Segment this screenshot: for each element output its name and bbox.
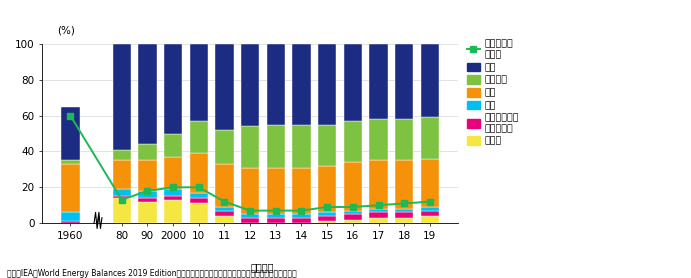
- Bar: [292, 218, 311, 223]
- Bar: [369, 44, 388, 119]
- Bar: [241, 218, 259, 223]
- Bar: [395, 218, 413, 223]
- Bar: [292, 168, 311, 214]
- Bar: [343, 220, 362, 223]
- Bar: [215, 207, 234, 211]
- Bar: [241, 168, 259, 214]
- Bar: [267, 214, 285, 218]
- Bar: [318, 216, 337, 221]
- Bar: [241, 44, 259, 126]
- Bar: [164, 44, 182, 134]
- Bar: [395, 44, 413, 119]
- Bar: [421, 44, 439, 118]
- Bar: [267, 125, 285, 168]
- Bar: [189, 193, 208, 198]
- Bar: [113, 196, 131, 198]
- Bar: [421, 207, 439, 211]
- Bar: [421, 159, 439, 207]
- Bar: [113, 44, 131, 150]
- Bar: [421, 118, 439, 159]
- Bar: [164, 196, 182, 200]
- Bar: [215, 216, 234, 223]
- Bar: [189, 44, 208, 121]
- Bar: [369, 209, 388, 212]
- Bar: [395, 160, 413, 209]
- Bar: [369, 218, 388, 223]
- Bar: [189, 203, 208, 223]
- Bar: [61, 160, 79, 164]
- Bar: [241, 126, 259, 168]
- Bar: [61, 107, 79, 160]
- Bar: [318, 44, 337, 125]
- Bar: [369, 212, 388, 218]
- Bar: [395, 119, 413, 160]
- Bar: [395, 209, 413, 212]
- Bar: [138, 202, 157, 223]
- Bar: [292, 44, 311, 125]
- Bar: [164, 134, 182, 157]
- Bar: [267, 44, 285, 125]
- Bar: [61, 221, 79, 223]
- Bar: [421, 211, 439, 216]
- Bar: [267, 168, 285, 214]
- Bar: [138, 198, 157, 202]
- Bar: [421, 216, 439, 223]
- Bar: [138, 160, 157, 191]
- Bar: [292, 214, 311, 218]
- Bar: [113, 189, 131, 196]
- Bar: [215, 130, 234, 164]
- Bar: [318, 125, 337, 166]
- Bar: [215, 44, 234, 130]
- Bar: [61, 164, 79, 212]
- Bar: [138, 144, 157, 160]
- Bar: [164, 157, 182, 189]
- Bar: [343, 44, 362, 121]
- Text: （年度）: （年度）: [251, 262, 274, 272]
- Bar: [113, 160, 131, 189]
- Bar: [113, 150, 131, 160]
- Bar: [318, 166, 337, 212]
- Bar: [395, 212, 413, 218]
- Bar: [369, 119, 388, 160]
- Bar: [292, 125, 311, 168]
- Bar: [189, 153, 208, 193]
- Bar: [138, 191, 157, 198]
- Bar: [267, 218, 285, 223]
- Bar: [164, 200, 182, 223]
- Bar: [189, 121, 208, 153]
- Bar: [318, 221, 337, 223]
- Text: (%): (%): [57, 25, 75, 35]
- Bar: [61, 212, 79, 221]
- Bar: [241, 214, 259, 218]
- Bar: [164, 189, 182, 196]
- Bar: [215, 164, 234, 207]
- Legend: エネルギー
自給率, 石油, 天然ガス, 石炭, 水力, 地熱・新エネ
ルギーなど, 原子力: エネルギー 自給率, 石油, 天然ガス, 石炭, 水力, 地熱・新エネ ルギーな…: [467, 40, 520, 146]
- Bar: [343, 121, 362, 162]
- Bar: [113, 198, 131, 223]
- Text: 出典：IEA『World Energy Balances 2019 Edition』と資源エネルギー庁『総合エネルギー統計』を基に作成: 出典：IEA『World Energy Balances 2019 Editio…: [7, 269, 296, 278]
- Bar: [189, 198, 208, 203]
- Bar: [138, 44, 157, 144]
- Bar: [343, 211, 362, 214]
- Bar: [343, 162, 362, 211]
- Bar: [343, 214, 362, 220]
- Bar: [318, 212, 337, 216]
- Bar: [369, 160, 388, 209]
- Bar: [215, 211, 234, 216]
